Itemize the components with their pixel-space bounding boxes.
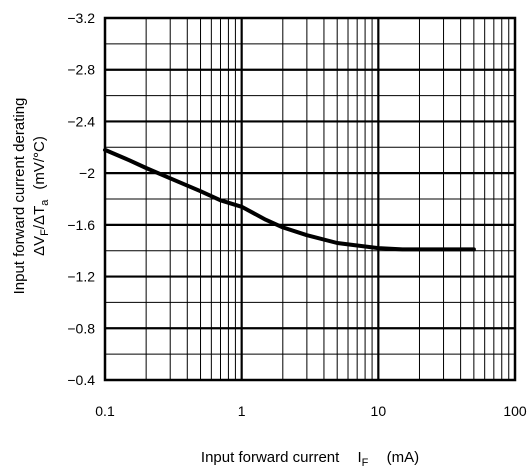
series-line: [103, 147, 476, 252]
y-axis-title-line1: Input forward current derating: [11, 98, 28, 295]
y-tick-label: −1.6: [67, 217, 95, 233]
y-tick-label: −0.8: [67, 320, 95, 336]
y-axis-title-line2: ΔVF/ΔTa(mV/°C): [31, 136, 51, 256]
x-tick-label: 10: [371, 403, 387, 419]
y-tick-labels: −3.2 −2.8 −2.4 −2 −1.6 −1.2 −0.8 −0.4: [67, 10, 95, 388]
series-layer: [103, 147, 476, 252]
x-tick-label: 0.1: [95, 403, 115, 419]
plot-frame: [103, 16, 517, 382]
grid: [105, 18, 515, 380]
y-axis-title: Input forward current derating ΔVF/ΔTa(m…: [11, 98, 51, 295]
x-axis-title: Input forward current IF (mA): [201, 449, 419, 470]
x-tick-label: 1: [238, 403, 246, 419]
y-tick-label: −2.8: [67, 62, 95, 78]
y-tick-label: −1.2: [67, 269, 95, 285]
y-tick-label: −3.2: [67, 10, 95, 26]
y-tick-label: −2: [79, 165, 95, 181]
y-tick-label: −2.4: [67, 113, 95, 129]
x-tick-labels: 0.1 1 10 100: [95, 403, 527, 419]
y-tick-label: −0.4: [67, 372, 95, 388]
x-tick-label: 100: [503, 403, 527, 419]
